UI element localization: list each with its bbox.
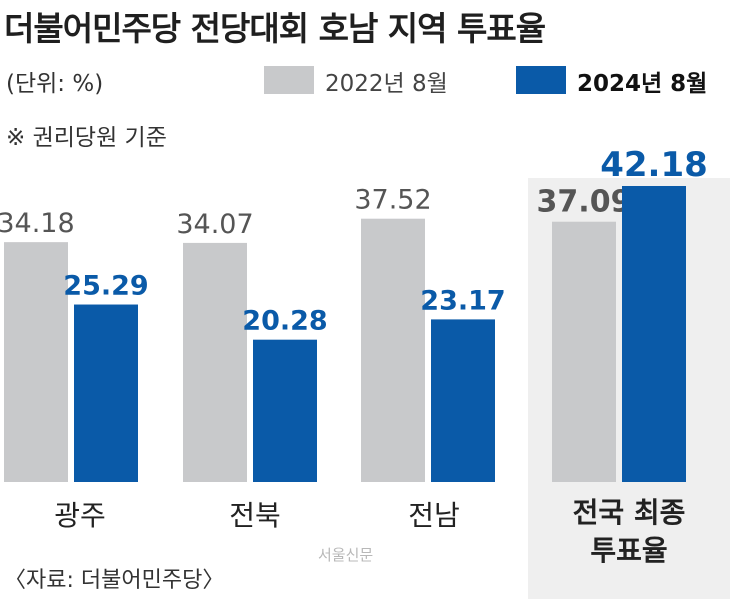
- bar-jeonbuk-2022: [183, 242, 247, 482]
- bar-gwangju-2024: [74, 304, 138, 482]
- category-label-gwangju: 광주: [54, 499, 106, 532]
- category-label-jeonnam: 전남: [408, 499, 460, 532]
- category-label-national-line2: 투표율: [590, 534, 668, 567]
- legend-label-2024: 2024년 8월: [577, 71, 708, 97]
- value-label-national-2022: 37.09: [537, 185, 632, 220]
- category-label-national: 전국 최종 투표율: [528, 494, 730, 570]
- legend-label-2022: 2022년 8월: [325, 71, 448, 97]
- category-label-jeonbuk: 전북: [229, 499, 281, 532]
- value-label-jeonbuk-2022: 34.07: [176, 209, 253, 240]
- bar-gwangju-2022: [4, 242, 68, 482]
- unit-note: (단위: %): [6, 71, 104, 97]
- legend-swatch-2024: [516, 66, 566, 94]
- bar-national-2022: [552, 221, 616, 482]
- bar-jeonbuk-2024: [253, 339, 317, 482]
- basis-note: ※ 권리당원 기준: [6, 125, 167, 151]
- value-label-jeonnam-2024: 23.17: [420, 285, 505, 316]
- source-note: 〈자료: 더불어민주당〉: [4, 568, 225, 593]
- legend-swatch-2022: [264, 66, 314, 94]
- value-label-gwangju-2024: 25.29: [63, 271, 148, 302]
- value-label-jeonbuk-2024: 20.28: [242, 306, 327, 337]
- value-label-gwangju-2022: 34.18: [0, 208, 75, 239]
- bar-national-2024: [622, 186, 686, 482]
- bar-jeonnam-2024: [431, 319, 495, 482]
- publisher-watermark: 서울신문: [318, 546, 374, 564]
- category-label-national-line1: 전국 최종: [572, 496, 686, 529]
- chart-title: 더불어민주당 전당대회 호남 지역 투표율: [4, 9, 546, 48]
- bar-jeonnam-2022: [361, 218, 425, 482]
- value-label-national-2024: 42.18: [600, 145, 708, 185]
- value-label-jeonnam-2022: 37.52: [354, 185, 431, 216]
